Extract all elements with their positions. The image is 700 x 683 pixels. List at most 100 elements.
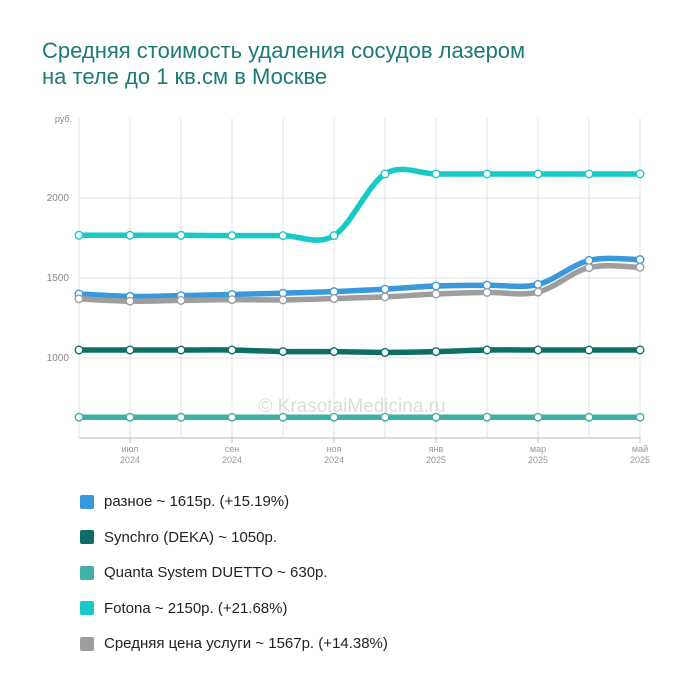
data-point[interactable]: [431, 347, 441, 357]
x-tick-label-month: сен: [225, 444, 240, 454]
data-point[interactable]: [431, 281, 441, 291]
data-point[interactable]: [635, 412, 645, 422]
axes: руб.100015002000июл2024сен2024ноя2024янв…: [47, 114, 650, 465]
series-2: [74, 412, 645, 422]
data-point[interactable]: [176, 345, 186, 355]
x-tick-label-year: 2025: [630, 455, 650, 465]
x-tick-label-year: 2025: [426, 455, 446, 465]
legend-item[interactable]: Средняя цена услуги ~ 1567р. (+14.38%): [80, 626, 388, 662]
data-point[interactable]: [74, 230, 84, 240]
data-point[interactable]: [482, 280, 492, 290]
legend-item[interactable]: Quanta System DUETTO ~ 630р.: [80, 555, 388, 591]
data-point[interactable]: [125, 345, 135, 355]
y-axis-unit-label: руб.: [55, 114, 72, 124]
data-point[interactable]: [380, 292, 390, 302]
data-point[interactable]: [431, 412, 441, 422]
data-point[interactable]: [482, 169, 492, 179]
series-lines: [74, 166, 645, 422]
data-point[interactable]: [482, 287, 492, 297]
legend-item[interactable]: Synchro (DEKA) ~ 1050р.: [80, 520, 388, 556]
data-point[interactable]: [584, 255, 594, 265]
data-point[interactable]: [380, 347, 390, 357]
data-point[interactable]: [329, 412, 339, 422]
legend-swatch: [80, 636, 94, 651]
data-point[interactable]: [533, 279, 543, 289]
data-point[interactable]: [227, 345, 237, 355]
watermark: © KrasotaiMedicina.ru: [258, 396, 445, 417]
y-tick-label: 1500: [47, 273, 70, 284]
data-point[interactable]: [635, 345, 645, 355]
legend-swatch: [80, 530, 94, 545]
chart-title-line-1: Средняя стоимость удаления сосудов лазер…: [42, 38, 526, 63]
data-point[interactable]: [584, 345, 594, 355]
data-point[interactable]: [227, 295, 237, 305]
x-tick-label-month: ноя: [327, 444, 342, 454]
data-point[interactable]: [227, 231, 237, 241]
chart-title: Средняя стоимость удаления сосудов лазер…: [42, 38, 662, 90]
x-tick-label-year: 2024: [324, 455, 344, 465]
data-point[interactable]: [482, 412, 492, 422]
x-tick-label-month: мар: [530, 444, 546, 454]
data-point[interactable]: [74, 294, 84, 304]
legend-label: Synchro (DEKA) ~ 1050р.: [104, 528, 278, 546]
legend-swatch: [80, 494, 94, 509]
series-3: [74, 166, 645, 243]
data-point[interactable]: [125, 296, 135, 306]
data-point[interactable]: [329, 347, 339, 357]
data-point[interactable]: [227, 412, 237, 422]
data-point[interactable]: [533, 287, 543, 297]
legend-swatch: [80, 601, 94, 616]
series-1: [74, 345, 645, 357]
legend-label: Средняя цена услуги ~ 1567р. (+14.38%): [104, 635, 388, 653]
data-point[interactable]: [278, 347, 288, 357]
data-point[interactable]: [431, 169, 441, 179]
data-point[interactable]: [584, 412, 594, 422]
series-0: [74, 255, 645, 301]
data-point[interactable]: [533, 412, 543, 422]
series-line: [76, 255, 643, 300]
data-point[interactable]: [176, 412, 186, 422]
data-point[interactable]: [125, 230, 135, 240]
x-tick-label-year: 2024: [222, 455, 242, 465]
legend-swatch: [80, 565, 94, 580]
data-point[interactable]: [533, 345, 543, 355]
legend-item[interactable]: разное ~ 1615р. (+15.19%): [80, 484, 388, 520]
legend: разное ~ 1615р. (+15.19%) Synchro (DEKA) …: [80, 484, 388, 662]
series-line: [76, 166, 643, 243]
data-point[interactable]: [329, 293, 339, 303]
data-point[interactable]: [635, 169, 645, 179]
data-point[interactable]: [278, 295, 288, 305]
series-4: [74, 262, 645, 306]
data-point[interactable]: [278, 412, 288, 422]
y-tick-label: 2000: [47, 193, 70, 204]
data-point[interactable]: [482, 345, 492, 355]
data-point[interactable]: [380, 284, 390, 294]
series-line: [76, 347, 643, 356]
data-point[interactable]: [635, 262, 645, 272]
legend-label: Quanta System DUETTO ~ 630р.: [104, 564, 328, 582]
legend-label: Fotona ~ 2150р. (+21.68%): [104, 599, 288, 617]
x-tick-label-month: июл: [122, 444, 139, 454]
x-tick-label-month: май: [632, 444, 648, 454]
grid: [78, 118, 641, 438]
data-point[interactable]: [278, 231, 288, 241]
data-point[interactable]: [74, 412, 84, 422]
data-point[interactable]: [635, 255, 645, 265]
data-point[interactable]: [125, 412, 135, 422]
legend-item[interactable]: Fotona ~ 2150р. (+21.68%): [80, 591, 388, 627]
data-point[interactable]: [74, 345, 84, 355]
data-point[interactable]: [584, 169, 594, 179]
y-tick-label: 1000: [47, 353, 70, 364]
data-point[interactable]: [584, 263, 594, 273]
data-point[interactable]: [176, 295, 186, 305]
data-point[interactable]: [431, 289, 441, 299]
data-point[interactable]: [380, 169, 390, 179]
x-tick-label-month: янв: [429, 444, 444, 454]
data-point[interactable]: [329, 231, 339, 241]
data-point[interactable]: [176, 230, 186, 240]
x-tick-label-year: 2025: [528, 455, 548, 465]
data-point[interactable]: [533, 169, 543, 179]
data-point[interactable]: [380, 412, 390, 422]
chart-title-line-2: на теле до 1 кв.см в Москве: [42, 64, 328, 89]
